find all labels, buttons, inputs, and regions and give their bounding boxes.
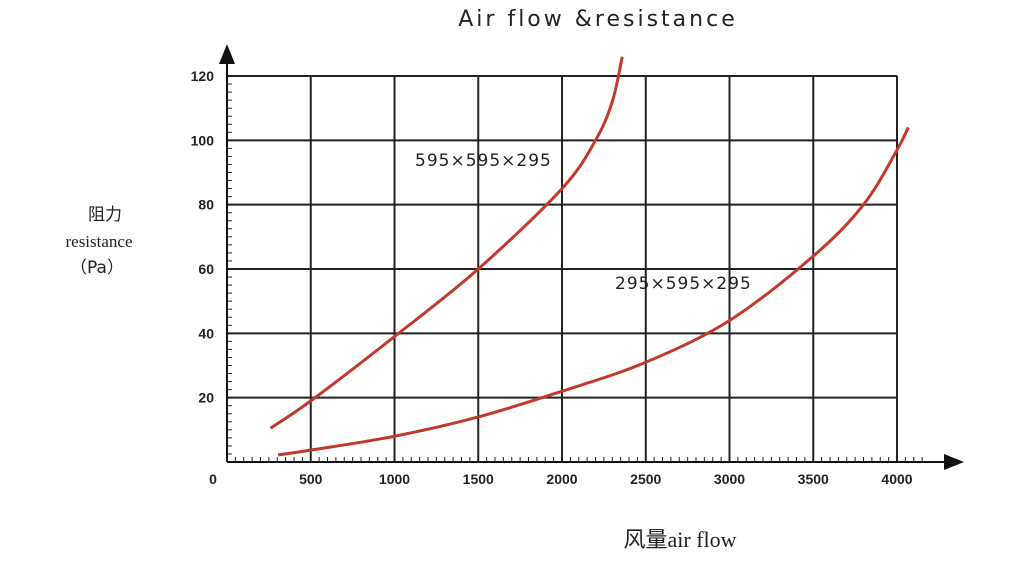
- x-tick-label: 4000: [881, 471, 912, 487]
- y-tick-label: 40: [198, 325, 214, 341]
- x-tick-label: 500: [299, 471, 323, 487]
- x-tick-label: 1500: [463, 471, 494, 487]
- y-axis-label: resistance: [65, 232, 132, 251]
- y-tick-label: 80: [198, 197, 214, 213]
- line-series: [277, 126, 910, 457]
- y-tick-label: 20: [198, 390, 214, 406]
- y-tick-label: 60: [198, 261, 214, 277]
- x-tick-label: 3500: [798, 471, 829, 487]
- y-axis-arrow: [219, 44, 235, 64]
- y-axis-label: 阻力: [88, 205, 122, 225]
- chart-title: Air flow &resistance: [458, 7, 737, 32]
- x-tick-label: 0: [209, 471, 217, 487]
- y-tick-label: 120: [191, 68, 215, 84]
- x-tick-label: 2000: [546, 471, 577, 487]
- series-label: 295×595×295: [615, 274, 752, 294]
- line-series: [269, 56, 624, 430]
- series-label: 595×595×295: [415, 151, 552, 171]
- axes: [219, 44, 964, 470]
- y-tick-label: 100: [191, 132, 215, 148]
- x-tick-label: 3000: [714, 471, 745, 487]
- x-tick-label: 2500: [630, 471, 661, 487]
- y-axis-label: （Pa）: [70, 258, 124, 278]
- x-axis-arrow: [944, 454, 964, 470]
- x-axis-label: 风量air flow: [623, 527, 736, 552]
- x-tick-label: 1000: [379, 471, 410, 487]
